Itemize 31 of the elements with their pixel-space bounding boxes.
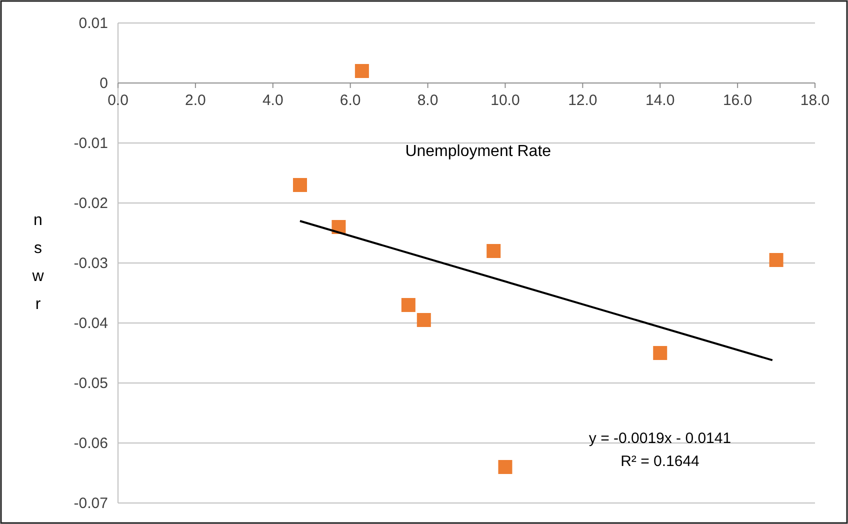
point [769,253,784,267]
y-tick-label: -0.03 [74,255,108,272]
y-tick-label: 0.01 [78,15,108,32]
x-tick-label: 4.0 [262,92,284,109]
x-tick-label: 18.0 [800,92,830,109]
point [292,178,307,192]
annotation: y = -0.0019x - 0.0141 [588,430,732,447]
x-axis-title: Unemployment Rate [405,143,552,160]
x-tick-label: 10.0 [490,92,520,109]
x-tick-label: 16.0 [722,92,752,109]
x-tick-label: 14.0 [646,92,675,109]
x-tick-label: 2.0 [185,92,206,109]
y-tick-label: 0 [100,75,108,92]
point [498,460,512,474]
y-tick-label: -0.04 [74,315,108,332]
y-tick-label: -0.01 [74,135,108,152]
x-tick-label: 0.0 [108,92,128,109]
y-tick-label: -0.05 [74,375,108,392]
point [401,298,416,312]
x-tick-label: 8.0 [417,92,438,109]
point [416,313,431,327]
x-tick-label: 12.0 [568,92,598,109]
point [653,346,668,360]
point [354,64,369,78]
y-tick-label: -0.06 [74,435,108,452]
y-axis-title: nswr [31,212,44,313]
y-tick-label: -0.02 [74,195,108,212]
point [486,244,501,258]
annotation: R² = 0.1644 [620,453,700,470]
x-tick-label: 6.0 [340,92,361,109]
y-tick-label: -0.07 [74,495,108,512]
